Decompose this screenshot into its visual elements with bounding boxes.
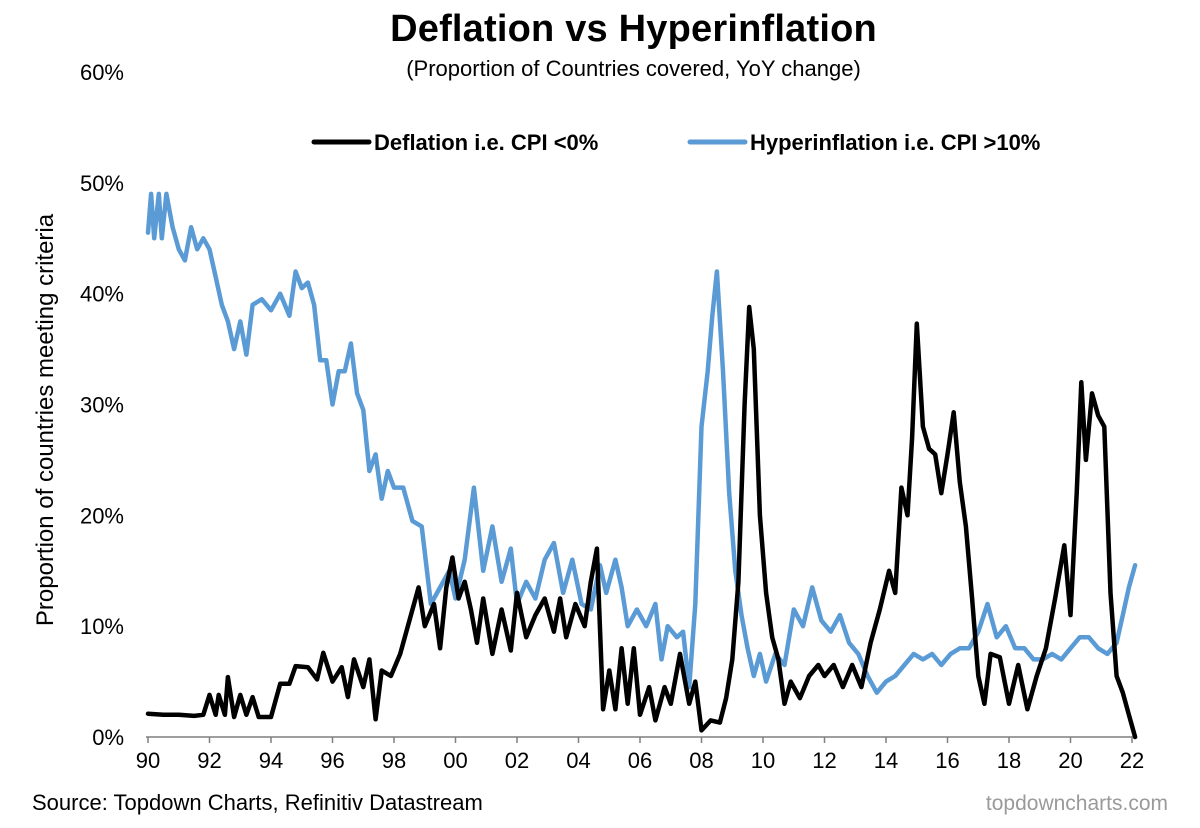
- x-tick-label: 18: [997, 748, 1021, 773]
- x-tick-label: 98: [382, 748, 406, 773]
- x-tick-label: 16: [935, 748, 959, 773]
- x-tick-label: 20: [1058, 748, 1082, 773]
- legend-entry-hyperinflation-label: Hyperinflation i.e. CPI >10%: [750, 130, 1040, 155]
- y-tick-label: 30%: [80, 393, 124, 418]
- y-tick-label: 60%: [80, 60, 124, 85]
- series-line-hyperinflation: [145, 191, 1138, 695]
- x-tick-label: 94: [259, 748, 283, 773]
- x-tick-label: 02: [505, 748, 529, 773]
- series-line-deflation: [145, 304, 1138, 740]
- y-tick-label: 50%: [80, 171, 124, 196]
- x-tick-label: 92: [197, 748, 221, 773]
- y-tick-label: 20%: [80, 503, 124, 528]
- chart-title: Deflation vs Hyperinflation: [390, 8, 877, 50]
- y-tick-label: 40%: [80, 282, 124, 307]
- watermark: topdowncharts.com: [985, 792, 1168, 815]
- x-tick-label: 06: [628, 748, 652, 773]
- x-tick-label: 10: [751, 748, 775, 773]
- y-tick-label: 10%: [80, 614, 124, 639]
- x-tick-label: 12: [812, 748, 836, 773]
- x-tick-label: 22: [1120, 748, 1144, 773]
- x-tick-label: 00: [443, 748, 467, 773]
- legend-entry-deflation-label: Deflation i.e. CPI <0%: [374, 130, 598, 155]
- x-tick-label: 04: [566, 748, 590, 773]
- x-tick-label: 14: [874, 748, 898, 773]
- series-layer: [145, 191, 1138, 740]
- x-axis: 90 92 94 96 98 00 02 04 06 08 10 12 14 16 18 20 22: [136, 736, 1144, 773]
- y-tick-label: 0%: [92, 725, 124, 750]
- x-tick-label: 96: [320, 748, 344, 773]
- x-tick-label: 08: [689, 748, 713, 773]
- chart-subtitle: (Proportion of Countries covered, YoY ch…: [406, 56, 861, 81]
- source-note: Source: Topdown Charts, Refinitiv Datast…: [32, 790, 483, 815]
- y-tick-labels: 0% 10% 20% 30% 40% 50% 60%: [80, 60, 124, 750]
- x-tick-label: 90: [136, 748, 160, 773]
- legend: Deflation i.e. CPI <0% Hyperinflation i.e…: [311, 130, 1040, 155]
